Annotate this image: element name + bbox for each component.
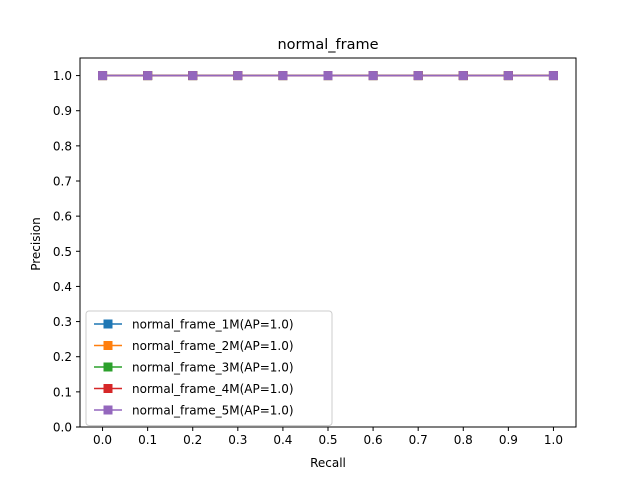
- x-tick-label: 0.4: [273, 433, 292, 447]
- y-tick-label: 0.8: [53, 139, 72, 153]
- y-tick-label: 0.1: [53, 385, 72, 399]
- x-tick-label: 0.8: [454, 433, 473, 447]
- y-tick-label: 0.5: [53, 245, 72, 259]
- legend-label-5: normal_frame_5M(AP=1.0): [132, 404, 294, 418]
- plot-area: 0.0 0.1 0.2 0.3 0.4 0.5 0.6 0.7 0.8 0.9 1.0 0.0 0.1 0…: [53, 57, 577, 447]
- legend-label-1: normal_frame_1M(AP=1.0): [132, 318, 294, 332]
- series-point-5: [323, 71, 333, 81]
- legend-label-4: normal_frame_4M(AP=1.0): [132, 382, 294, 396]
- legend-label-2: normal_frame_2M(AP=1.0): [132, 339, 294, 353]
- series-point-5: [413, 71, 423, 81]
- series-point-5: [278, 71, 288, 81]
- y-tick-label: 0.4: [53, 280, 72, 294]
- x-tick-label: 0.3: [228, 433, 247, 447]
- series-point-5: [143, 71, 153, 81]
- series-point-5: [98, 71, 108, 81]
- x-tick-label: 0.1: [138, 433, 157, 447]
- x-axis-label: Recall: [310, 456, 346, 470]
- legend-marker-4: [103, 384, 113, 393]
- y-tick-label: 0.3: [53, 315, 72, 329]
- y-tick-label: 0.9: [53, 104, 72, 118]
- x-tick-label: 0.5: [318, 433, 337, 447]
- y-tick-label: 1.0: [53, 69, 72, 83]
- series-point-5: [233, 71, 243, 81]
- x-tick-label: 0.6: [364, 433, 383, 447]
- x-tick-label: 0.9: [499, 433, 518, 447]
- y-tick-label: 0.2: [53, 350, 72, 364]
- y-axis-label: Precision: [29, 217, 43, 271]
- series-point-5: [458, 71, 468, 81]
- legend-marker-5: [103, 405, 113, 415]
- series-point-5: [548, 71, 558, 81]
- series-point-5: [188, 71, 198, 81]
- legend-marker-1: [103, 319, 113, 329]
- legend-marker-3: [103, 362, 113, 372]
- chart-title: normal_frame: [277, 37, 378, 53]
- x-tick-label: 0.2: [183, 433, 202, 447]
- series-point-5: [503, 71, 513, 81]
- legend: normal_frame_1M(AP=1.0) normal_frame_2M(A…: [85, 310, 333, 426]
- legend-marker-2: [103, 341, 113, 350]
- y-tick-label: 0.7: [53, 175, 72, 189]
- legend-box: [85, 310, 333, 426]
- y-tick-label: 0.6: [53, 210, 72, 224]
- legend-label-3: normal_frame_3M(AP=1.0): [132, 361, 294, 375]
- x-tick-label: 0.0: [93, 433, 112, 447]
- x-tick-label: 1.0: [544, 433, 563, 447]
- y-tick-label: 0.0: [53, 421, 72, 435]
- series-point-5: [368, 71, 378, 81]
- x-tick-label: 0.7: [409, 433, 428, 447]
